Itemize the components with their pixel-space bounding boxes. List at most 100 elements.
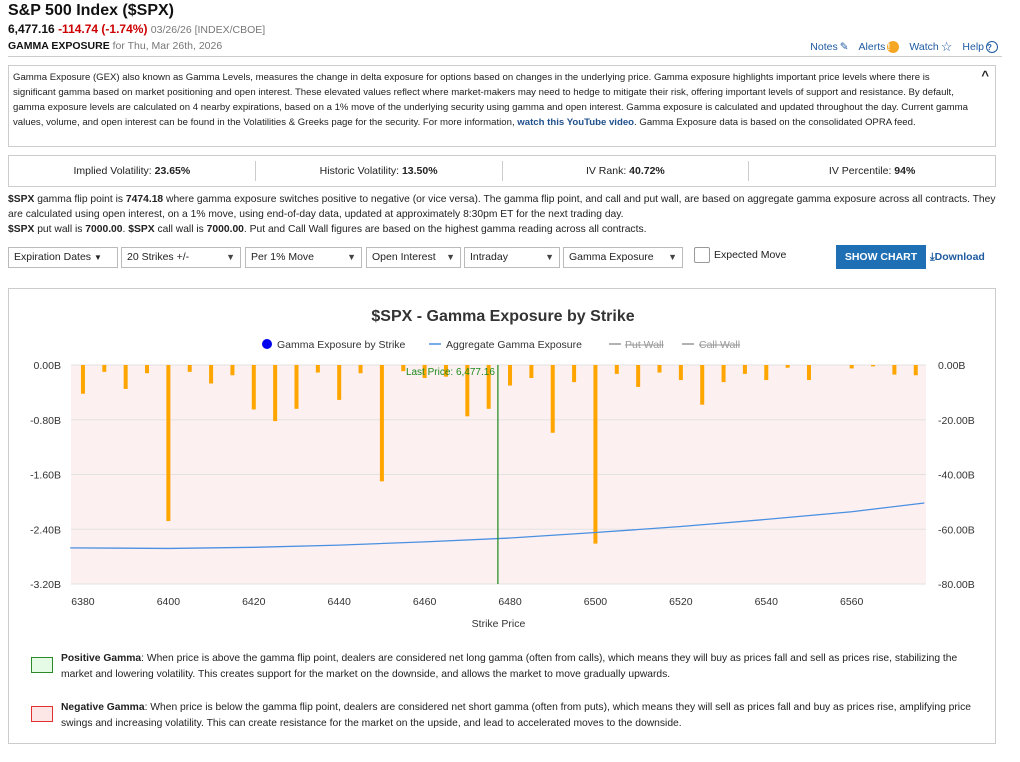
youtube-link[interactable]: watch this YouTube video [517, 117, 635, 128]
gamma-bar [678, 365, 683, 381]
text: where gamma exposure switches positive t… [8, 194, 996, 220]
text: call wall is [154, 224, 207, 235]
volatility-stats: Implied Volatility: 23.65% Historic Vola… [8, 155, 996, 187]
note-title: Positive Gamma [61, 653, 142, 664]
expected-move-checkbox[interactable] [694, 247, 710, 263]
download-label: Download [934, 251, 985, 263]
chevron-down-icon: ▼ [668, 252, 677, 262]
positive-gamma-note: Positive Gamma: When price is above the … [21, 651, 981, 683]
chevron-down-icon: ▼ [226, 252, 235, 262]
negative-gamma-swatch [31, 706, 53, 722]
notes-link[interactable]: Notes ✎ [810, 39, 848, 55]
alerts-link[interactable]: Alerts! [859, 39, 900, 55]
note-text: : When price is below the gamma flip poi… [61, 702, 971, 729]
alert-icon: ! [887, 41, 900, 53]
section-date: for Thu, Mar 26th, 2026 [112, 40, 223, 52]
alerts-label: Alerts [858, 41, 886, 53]
description-text: Gamma Exposure (GEX) also known as Gamma… [13, 72, 968, 128]
edit-icon: ✎ [839, 41, 849, 53]
select-value: Open Interest [372, 251, 436, 263]
gamma-bar [700, 365, 705, 405]
x-tick-label: 6500 [584, 596, 608, 608]
gamma-bar [572, 365, 577, 383]
gamma-bar [273, 365, 278, 422]
gamma-bar [742, 365, 747, 374]
description-text-end: . Gamma Exposure data is based on the co… [634, 117, 916, 128]
negative-gamma-note: Negative Gamma: When price is below the … [21, 700, 981, 732]
gamma-bar [593, 365, 598, 544]
gamma-bar [187, 365, 192, 372]
symbol: $SPX [8, 194, 35, 205]
page-title: S&P 500 Index ($SPX) [8, 2, 174, 19]
y-left-tick-label: -2.40B [30, 524, 61, 536]
move-select[interactable]: Per 1% Move ▼ [245, 247, 362, 268]
quote-meta: 03/26/26 [INDEX/CBOE] [150, 24, 266, 36]
stat-value: 94% [894, 165, 916, 177]
chevron-up-icon[interactable]: ^ [981, 68, 989, 83]
section-heading: GAMMA EXPOSURE for Thu, Mar 26th, 2026 [8, 40, 222, 52]
open-interest-select[interactable]: Open Interest ▼ [366, 247, 461, 268]
gamma-bar [550, 365, 555, 433]
y-right-tick-label: -80.00B [938, 579, 975, 591]
y-left-tick-label: -3.20B [30, 579, 61, 591]
help-icon: ? [986, 41, 998, 53]
gamma-bar [465, 365, 470, 417]
text: . [122, 224, 129, 235]
select-value: Gamma Exposure [569, 251, 654, 263]
symbol: $SPX [128, 224, 155, 235]
gamma-bar [230, 365, 235, 376]
expiration-dates-dropdown[interactable]: Expiration Dates ▼ [8, 247, 118, 268]
note-text: : When price is above the gamma flip poi… [61, 653, 958, 680]
gamma-bar [443, 365, 448, 377]
legend-put-wall: Put Wall [625, 339, 664, 351]
gamma-chart: 0.00B 0.00B -0.80B -20.00B -1.60B -40.00B -2.4… [30, 308, 975, 630]
divider [8, 56, 1002, 57]
x-tick-label: 6440 [328, 596, 352, 608]
call-wall-value: 7000.00 [206, 224, 244, 235]
gamma-bar [785, 365, 790, 368]
y-left-tick-label: -0.80B [30, 415, 61, 427]
gamma-flip-summary: $SPX gamma flip point is 7474.18 where g… [8, 192, 1008, 237]
gamma-bar [913, 365, 918, 376]
download-link[interactable]: ⤓Download [930, 251, 985, 264]
x-tick-label: 6460 [413, 596, 437, 608]
metric-select[interactable]: Gamma Exposure ▼ [563, 247, 683, 268]
select-value: 20 Strikes +/- [127, 251, 190, 263]
gamma-bar [145, 365, 150, 374]
gamma-bar [123, 365, 128, 389]
x-tick-label: 6520 [669, 596, 693, 608]
x-tick-label: 6560 [840, 596, 864, 608]
gamma-bar [209, 365, 214, 384]
last-price-label: Last Price: 6,477.16 [406, 367, 495, 378]
notes-label: Notes [810, 41, 838, 53]
stat-iv-percentile: IV Percentile: 94% [749, 161, 995, 181]
gamma-bar [806, 365, 811, 381]
gamma-bar [422, 365, 427, 379]
symbol: $SPX [8, 224, 35, 235]
chart-panel: 0.00B 0.00B -0.80B -20.00B -1.60B -40.00B -2.4… [8, 288, 996, 744]
watch-link[interactable]: Watch ☆ [909, 39, 952, 55]
download-icon: ⤓ [930, 251, 935, 263]
last-price: 6,477.16 [8, 22, 55, 36]
x-tick-label: 6400 [157, 596, 181, 608]
gamma-bar [315, 365, 320, 373]
legend-call-wall: Call Wall [699, 339, 740, 351]
x-axis-title: Strike Price [472, 618, 526, 630]
stat-value: 13.50% [401, 165, 438, 177]
stat-iv-rank: IV Rank: 40.72% [503, 161, 750, 181]
gamma-bar [657, 365, 662, 373]
gamma-bar [508, 365, 513, 386]
show-chart-button[interactable]: SHOW CHART [836, 245, 926, 269]
text: gamma flip point is [34, 194, 126, 205]
period-select[interactable]: Intraday ▼ [464, 247, 560, 268]
dropdown-value: Expiration Dates [14, 251, 92, 263]
page-actions: Notes ✎ Alerts! Watch ☆ Help? [810, 39, 998, 55]
caret-down-icon: ▼ [93, 253, 102, 262]
strikes-select[interactable]: 20 Strikes +/- ▼ [121, 247, 241, 268]
x-tick-label: 6380 [71, 596, 95, 608]
gamma-bar [849, 365, 854, 369]
expected-move-label: Expected Move [714, 249, 787, 261]
help-link[interactable]: Help? [962, 39, 998, 55]
section-title: GAMMA EXPOSURE [8, 40, 110, 52]
stat-label: IV Rank: [585, 165, 630, 177]
